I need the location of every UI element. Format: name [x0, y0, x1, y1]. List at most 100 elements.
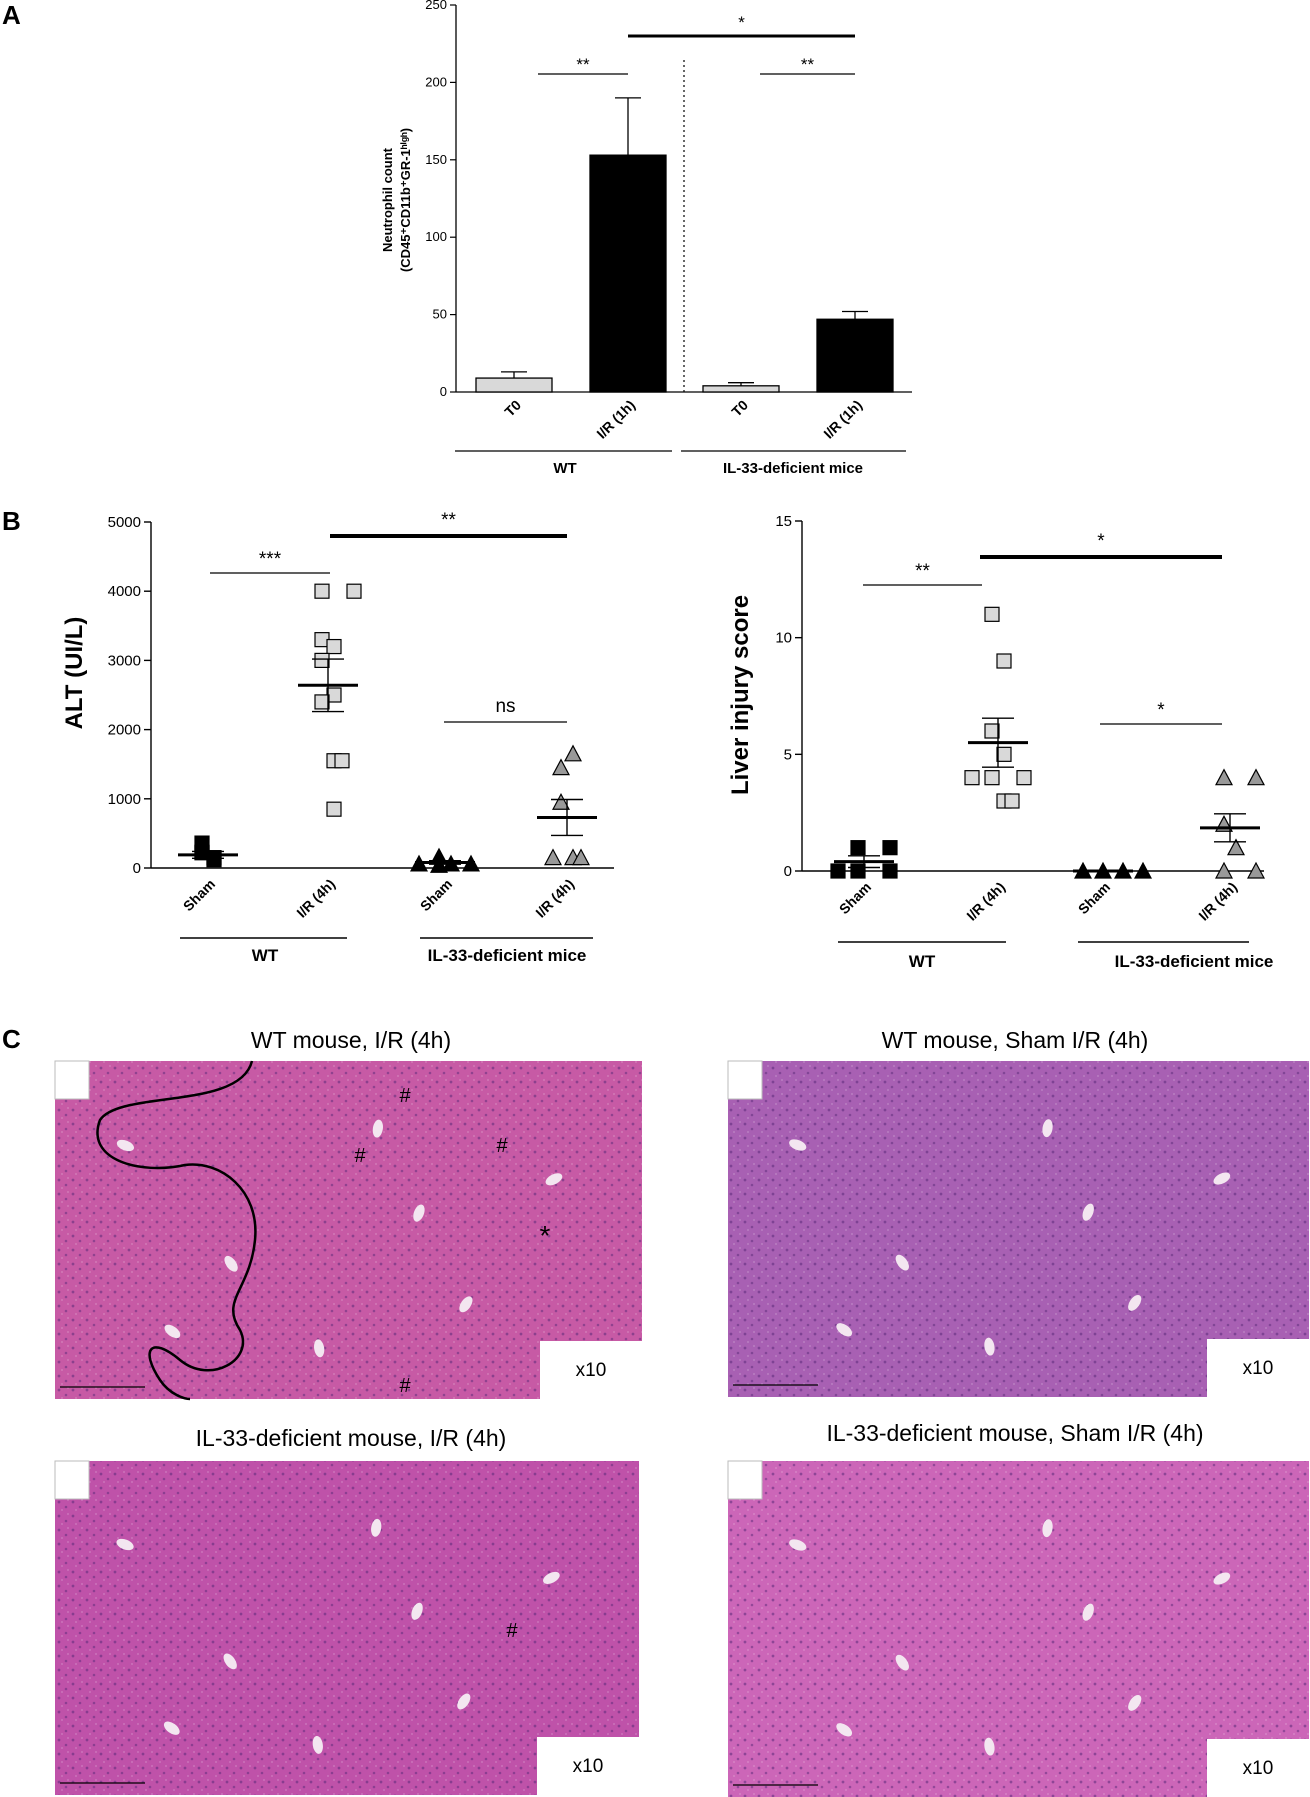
vessel-lumen [372, 1119, 383, 1138]
significance-label: * [1157, 700, 1165, 721]
category-label: I/R (4h) [1195, 879, 1240, 924]
magnification-box [540, 1341, 642, 1399]
data-point [572, 848, 590, 866]
y-tick-label: 100 [425, 229, 447, 244]
y-tick-label: 5 [784, 746, 792, 763]
data-point [1215, 861, 1233, 879]
vessel-lumen [312, 1735, 323, 1754]
category-label: I/R (4h) [963, 879, 1008, 924]
panel-b-alt-ylabel: ALT (UI/L) [61, 617, 88, 730]
y-tick-label: 0 [784, 863, 792, 880]
ndp-logo-box [54, 1060, 90, 1100]
data-point [544, 848, 562, 866]
vessel-lumen [116, 1139, 135, 1152]
panel-label-c: C [2, 1024, 21, 1054]
vessel-lumen [543, 1571, 560, 1584]
data-point [564, 744, 582, 762]
panel-a-group-wt: WT [553, 460, 576, 477]
vessel-lumen [413, 1204, 425, 1222]
data-point [984, 723, 1000, 739]
vessel-lumen [1082, 1603, 1094, 1621]
y-tick-label: 15 [775, 513, 792, 530]
vessel-lumen [984, 1337, 995, 1356]
y-tick-label: 0 [133, 860, 141, 877]
panel-b-alt-group-il33: IL-33-deficient mice [428, 946, 587, 965]
bar [475, 377, 553, 393]
vessel-lumen [789, 1139, 807, 1151]
data-point [850, 863, 866, 879]
y-tick-label: 0 [440, 384, 447, 399]
vessel-lumen [789, 1539, 807, 1551]
y-tick-label: 4000 [108, 583, 141, 600]
data-point [996, 746, 1012, 762]
necrosis-mark: # [496, 1135, 508, 1157]
data-point [1004, 793, 1020, 809]
category-label: T0 [728, 397, 751, 420]
data-point [882, 840, 898, 856]
vessel-lumen [1042, 1519, 1053, 1538]
category-label: Sham [180, 876, 218, 914]
significance-label: * [738, 13, 745, 32]
magnification-label: x10 [576, 1360, 607, 1381]
bar [589, 154, 667, 393]
vessel-lumen [1128, 1295, 1142, 1311]
vessel-lumen [895, 1654, 909, 1671]
category-label: Sham [417, 876, 455, 914]
magnification-box [1207, 1739, 1309, 1797]
histo-title-2: WT mouse, Sham I/R (4h) [882, 1027, 1149, 1053]
vessel-lumen [163, 1721, 180, 1735]
ndp-logo-box [727, 1460, 763, 1500]
data-point [326, 638, 342, 655]
bar [816, 318, 894, 393]
category-label: T0 [501, 397, 524, 420]
category-label: Sham [836, 879, 874, 917]
data-point [1134, 861, 1152, 879]
magnification-box [1207, 1339, 1309, 1397]
data-point [984, 606, 1000, 622]
vessel-lumen [1128, 1695, 1142, 1711]
vessel-lumen [1213, 1172, 1231, 1185]
significance-label: *** [259, 549, 282, 570]
data-point [984, 770, 1000, 786]
data-point [346, 583, 362, 599]
data-point [1247, 768, 1265, 786]
panel-b-alt-chart: ALT (UI/L) WT IL-33-deficient mice 0 1000… [61, 510, 614, 965]
y-tick-label: 150 [425, 152, 447, 167]
vessel-lumen [459, 1296, 473, 1313]
significance-label: ** [576, 55, 590, 74]
necrosis-mark: # [354, 1145, 366, 1167]
data-point [882, 863, 898, 879]
necrosis-mark: # [506, 1620, 518, 1642]
vessel-lumen [457, 1693, 471, 1710]
vessel-lumen [411, 1602, 423, 1620]
y-tick-label: 2000 [108, 722, 141, 739]
y-tick-label: 250 [425, 0, 447, 12]
significance-label: * [1097, 531, 1105, 552]
vessel-lumen [1213, 1572, 1231, 1585]
y-tick-label: 10 [775, 630, 792, 647]
ndp-logo-box [54, 1460, 90, 1500]
data-point [1016, 770, 1032, 786]
significance-label: ns [495, 696, 515, 717]
vessel-lumen [836, 1323, 853, 1337]
necrosis-mark: # [399, 1085, 411, 1107]
vessel-lumen [371, 1518, 382, 1537]
data-point [830, 863, 846, 879]
panel-a-ylabel-line2: (CD45⁺CD11b⁺GR-1ʰⁱᵍʰ) [398, 128, 413, 272]
vessel-lumen [224, 1255, 238, 1272]
data-point [996, 653, 1012, 669]
magnification-label: x10 [1243, 1758, 1274, 1779]
data-point [1215, 768, 1233, 786]
data-point [850, 840, 866, 856]
category-label: I/R (4h) [532, 876, 577, 921]
significance-label: ** [915, 561, 930, 582]
histo-title-1: WT mouse, I/R (4h) [251, 1027, 451, 1053]
magnification-label: x10 [1243, 1358, 1274, 1379]
category-label: I/R (1h) [593, 397, 638, 442]
data-point [1227, 838, 1245, 856]
vessel-lumen [314, 1339, 325, 1358]
significance-label: ** [801, 55, 815, 74]
panel-b-injury-group-il33: IL-33-deficient mice [1115, 952, 1274, 971]
histo-title-4: IL-33-deficient mouse, Sham I/R (4h) [826, 1420, 1203, 1446]
panel-label-a: A [2, 0, 21, 30]
